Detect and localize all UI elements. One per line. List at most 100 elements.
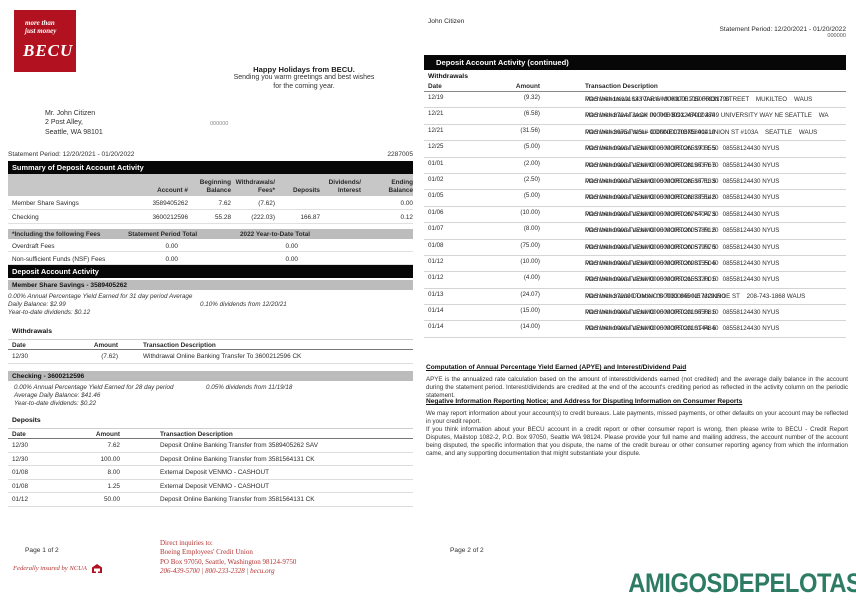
- apye-heading: Computation of Annual Percentage Yield E…: [426, 364, 687, 371]
- negative-info-paragraph-2: If you think information about your BECU…: [426, 426, 848, 457]
- txn-machine-line: Machine# LK101633 Trace# 000000010500003…: [585, 96, 730, 103]
- continued-section: Deposit Account Activity (continued) Wit…: [424, 55, 846, 338]
- continued-section-title: Deposit Account Activity (continued): [424, 55, 846, 70]
- summary-row-checking: Checking 3600212596 55.28 (222.03) 166.8…: [8, 210, 413, 224]
- txn-desc-line: POS Withdrawal 14 IVAR'S MUKILTE 710 FRO…: [585, 96, 813, 103]
- th-date: Date: [12, 431, 26, 438]
- th-date: Date: [12, 342, 26, 349]
- checking-deposits-label: Deposits: [12, 417, 41, 424]
- becu-brand-text: BECU: [23, 41, 74, 60]
- th-description: Transaction Description: [160, 431, 233, 438]
- withdrawals-amount: (7.62): [258, 200, 275, 207]
- th-amount: Amount: [93, 342, 118, 349]
- savings-apye-line1: 0.00% Annual Percentage Yield Earned for…: [8, 293, 193, 300]
- txn-desc-line: POS Withdrawal VENMO 95 MORTON ST FL 5 0…: [585, 177, 780, 185]
- table-row: 12/25 (5.00) POS Withdrawal VENMO 95 MOR…: [424, 141, 846, 158]
- checking-adb-line: Average Daily Balance: $41.46: [14, 392, 101, 399]
- deposits-amount: 166.87: [300, 214, 320, 221]
- txn-desc-line: POS Withdrawal VENMO 95 MORTON ST FL 5 0…: [585, 227, 780, 235]
- txn-desc-line: POS Withdrawal VENMO 95 MORTON ST FL 5 0…: [585, 243, 780, 251]
- checking-subsection: Checking - 3600212596 0.00% Annual Perce…: [8, 371, 413, 408]
- withdrawals-label: Withdrawals: [428, 73, 468, 80]
- savings-dividends-note: 0.10% dividends from 12/20/21: [200, 301, 287, 308]
- checking-bar: Checking - 3600212596: [8, 371, 413, 381]
- table-header: Date Amount Transaction Description: [424, 82, 846, 92]
- savings-withdrawals-table: Date Amount Transaction Description 12/3…: [8, 339, 413, 364]
- txn-description: External Deposit VENMO - CASHOUT: [160, 482, 270, 490]
- ncua-insured-line: Federally insured by NCUA: [13, 563, 103, 574]
- table-row: 01/02 (2.50) POS Withdrawal VENMO 95 MOR…: [424, 174, 846, 191]
- txn-machine-line: Machine# 3675 Trace# 0000000020675800410: [585, 128, 716, 136]
- beginning-balance: 55.28: [215, 214, 231, 221]
- ncua-insured-text: Federally insured by NCUA: [13, 565, 87, 572]
- summary-row-savings: Member Share Savings 3589405262 7.62 (7.…: [8, 196, 413, 210]
- th-description: Transaction Description: [143, 342, 216, 349]
- account-number: 3589405262: [152, 200, 188, 207]
- txn-date: 12/25: [428, 143, 444, 151]
- txn-machine-line: Machine# 0000 Trace# 0000000060285167133…: [585, 177, 719, 185]
- txn-date: 12/30: [12, 353, 28, 360]
- negative-info-paragraph-1: We may report information about your acc…: [426, 410, 848, 425]
- table-row: 01/08 8.00 External Deposit VENMO - CASH…: [8, 466, 413, 480]
- greeting-line2: Sending you warm greetings and best wish…: [233, 74, 375, 81]
- summary-section-title: Summary of Deposit Account Activity: [8, 161, 413, 174]
- txn-machine-line: Machine# 0000 Trace# 0000000060209815504…: [585, 259, 719, 267]
- contact-org: Boeing Employees' Credit Union: [160, 548, 253, 557]
- txn-date: 12/19: [428, 94, 444, 101]
- txn-date: 01/08: [428, 241, 444, 249]
- table-row: 01/06 (10.00) POS Withdrawal VENMO 95 MO…: [424, 207, 846, 224]
- txn-amount: (75.00): [520, 241, 540, 249]
- savings-apye-block: 0.00% Annual Percentage Yield Earned for…: [8, 293, 413, 317]
- table-row: 12/21 (6.58) POS Withdrawal JACK IN THE …: [424, 108, 846, 125]
- becu-logo: more than just money BECU: [14, 10, 76, 72]
- apye-paragraph: APYE is the annualized rate calculation …: [426, 376, 848, 399]
- txn-desc-line: POS Withdrawal VENMO 95 MORTON ST FL 5 0…: [585, 161, 780, 169]
- txn-desc-line: POS Withdrawal JACK IN THE BOX #8412 474…: [585, 112, 829, 120]
- table-row: 12/19 (9.32) POS Withdrawal 14 IVAR'S MU…: [424, 92, 846, 109]
- txn-date: 01/12: [428, 257, 444, 265]
- savings-apye-line2: Daily Balance: $2.99: [8, 301, 66, 308]
- fee-row-overdraft: Overdraft Fees 0.00 0.00: [8, 239, 413, 252]
- txn-amount: (5.00): [523, 192, 540, 200]
- checking-apye-block: 0.00% Annual Percentage Yield Earned for…: [8, 384, 413, 408]
- txn-date: 01/13: [428, 290, 444, 298]
- txn-amount: (10.00): [520, 257, 540, 265]
- txn-date: 01/14: [428, 323, 444, 331]
- statement-period-label: Statement Period: 12/20/2021 - 01/20/202…: [8, 151, 135, 158]
- txn-amount: (8.00): [523, 225, 540, 233]
- txn-amount: (31.56): [520, 126, 540, 134]
- house-icon: [91, 563, 103, 574]
- fee-row-nsf: Non-sufficient Funds (NSF) Fees 0.00 0.0…: [8, 252, 413, 265]
- th-amount: Amount: [515, 83, 540, 90]
- fee-ytd-value: 0.00: [285, 242, 298, 250]
- txn-desc-line: POS Withdrawal VENMO 95 MORTON ST FL 5 0…: [585, 259, 780, 267]
- account-holder-name: John Citizen: [428, 18, 465, 25]
- greeting-title: Happy Holidays from BECU.: [253, 65, 355, 74]
- txn-amount: (24.07): [520, 290, 540, 298]
- col-beginning-balance: Beginning Balance: [199, 179, 231, 194]
- txn-machine-line: Machine# 0000 Trace# 0000000060215532001…: [585, 276, 719, 284]
- fees-period-label: Statement Period Total: [128, 230, 198, 238]
- txn-machine-line: Machine# 0000 Trace# 0000000060200579970…: [585, 243, 719, 251]
- watermark: AMIGOSDEPELOTAS.COM: [628, 568, 856, 599]
- txn-amount: (4.00): [523, 274, 540, 282]
- holiday-greeting: Happy Holidays from BECU. Sending you wa…: [198, 65, 410, 91]
- fees-label: *Including the following Fees: [12, 230, 101, 238]
- checking-ytd-line: Year-to-date dividends: $0.22: [14, 400, 97, 407]
- fee-name: Non-sufficient Funds (NSF) Fees: [12, 255, 106, 263]
- txn-amount: 8.00: [107, 469, 120, 476]
- txn-machine-line: Machine# 0000 Trace# 0000000060281963767…: [585, 161, 719, 169]
- txn-date: 01/06: [428, 208, 444, 216]
- statement-page-2: John Citizen Statement Period: 12/20/202…: [424, 8, 848, 608]
- txn-desc-line: POS Withdrawal VENMO 95 MORTON ST FL 5 0…: [585, 210, 780, 218]
- table-row: 12/30 100.00 Deposit Online Banking Tran…: [8, 453, 413, 466]
- txn-amount: (2.00): [523, 159, 540, 167]
- table-row: 01/08 (75.00) POS Withdrawal VENMO 95 MO…: [424, 240, 846, 256]
- fee-period-value: 0.00: [165, 255, 178, 263]
- txn-machine-line: Machine# 0000 Trace# 0000000060200578912…: [585, 227, 719, 235]
- txn-amount: (6.58): [523, 110, 540, 118]
- fees-header-row: *Including the following Fees Statement …: [8, 229, 413, 239]
- greeting-line3: for the coming year.: [273, 82, 335, 90]
- page1-number: Page 1 of 2: [25, 547, 59, 554]
- txn-amount: 50.00: [104, 496, 120, 503]
